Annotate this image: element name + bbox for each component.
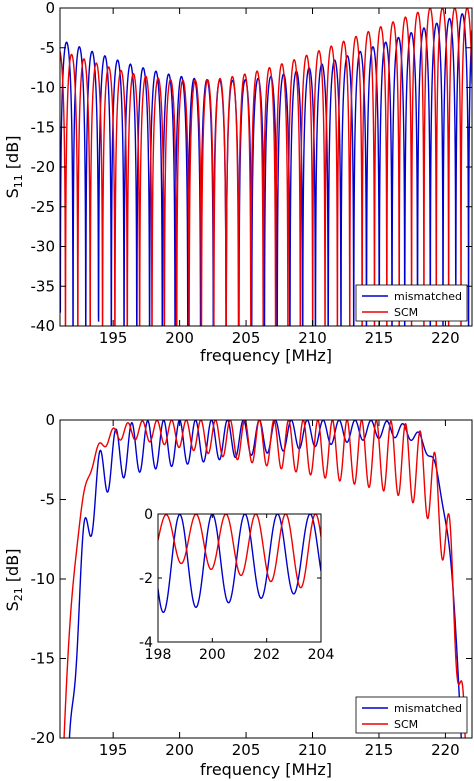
s21-x-ticks: 195 200 205 210 215 220 (99, 420, 460, 759)
s11-chart: 195 200 205 210 215 220 0 -5 -10 -15 -20 -25 -30 -35… (3, 0, 473, 365)
s21-x-axis-label: frequency [MHz] (200, 760, 332, 779)
s21-y-tick-label: -15 (31, 650, 56, 668)
s21-inset-x-ticks: 198 200 202 204 (145, 514, 335, 663)
s21-series-scm (63, 420, 466, 738)
s11-x-tick-label: 195 (99, 329, 128, 347)
s11-x-tick-label: 210 (298, 329, 327, 347)
s11-y-axis-label: S11 [dB] (3, 136, 25, 199)
s21-inset-y-tick-label: -2 (139, 571, 153, 587)
s21-inset-y-tick-label: -4 (139, 635, 153, 651)
s11-legend-label-mismatched: mismatched (394, 290, 462, 303)
s21-y-axis-label: S21 [dB] (3, 549, 25, 612)
s21-y-tick-label: -20 (31, 729, 56, 747)
s21-inset-y-tick-label: 0 (144, 507, 153, 523)
s21-x-tick-label: 205 (232, 741, 261, 759)
s11-y-tick-label: -40 (31, 317, 56, 335)
s21-inset-plot-area (158, 514, 321, 614)
s21-legend: mismatched SCM (355, 696, 468, 734)
s21-series-mismatched (68, 420, 462, 738)
s11-series-scm (60, 8, 472, 326)
s21-inset-series-mismatched (158, 514, 321, 614)
s11-y-tick-label: -30 (31, 238, 56, 256)
s21-inset-chart: 198 200 202 204 0 -2 -4 (139, 507, 334, 663)
s11-y-tick-label: 0 (45, 0, 55, 17)
s21-legend-box (355, 696, 468, 734)
s21-x-tick-label: 220 (431, 741, 460, 759)
s21-y-ticks: 0-5-10-15-20 (31, 411, 472, 747)
s11-legend-box (355, 284, 468, 322)
s21-x-tick-label: 210 (298, 741, 327, 759)
s21-inset-x-tick-label: 200 (199, 647, 226, 663)
s11-x-tick-label: 215 (365, 329, 394, 347)
s11-y-tick-label: -10 (31, 79, 56, 97)
s11-y-tick-label: -5 (40, 39, 55, 57)
s21-x-tick-label: 200 (165, 741, 194, 759)
s11-x-tick-label: 200 (165, 329, 194, 347)
s11-y-tick-label: -35 (31, 277, 56, 295)
s21-x-tick-label: 215 (365, 741, 394, 759)
s21-y-tick-label: -10 (31, 570, 56, 588)
s11-x-tick-label: 205 (232, 329, 261, 347)
s11-y-tick-label: -15 (31, 118, 56, 136)
s11-x-ticks: 195 200 205 210 215 220 (99, 8, 460, 347)
s21-x-tick-label: 195 (99, 741, 128, 759)
s11-x-axis-label: frequency [MHz] (200, 346, 332, 365)
s11-y-ticks: 0 -5 -10 -15 -20 -25 -30 -35 -40 (31, 0, 472, 335)
s11-y-tick-label: -20 (31, 158, 56, 176)
s21-inset-x-tick-label: 204 (308, 647, 335, 663)
s11-legend: mismatched SCM (355, 284, 468, 322)
s11-series-mismatched (60, 13, 472, 326)
s21-plot-area (63, 420, 466, 738)
s11-y-tick-label: -25 (31, 198, 56, 216)
s21-inset-series-scm (158, 514, 321, 589)
s21-y-tick-label: -5 (40, 491, 55, 509)
s21-legend-label-scm: SCM (394, 718, 418, 731)
s21-inset-x-tick-label: 202 (253, 647, 280, 663)
s21-legend-label-mismatched: mismatched (394, 702, 462, 715)
s11-plot-area (60, 8, 472, 326)
s21-chart: 195 200 205 210 215 220 0-5-10-15-20 frequenc… (3, 411, 473, 779)
s21-y-tick-label: 0 (45, 411, 55, 429)
s21-inset-x-tick-label: 198 (145, 647, 172, 663)
s11-x-tick-label: 220 (431, 329, 460, 347)
s11-legend-label-scm: SCM (394, 306, 418, 319)
s21-inset-y-ticks: 0 -2 -4 (139, 507, 321, 651)
